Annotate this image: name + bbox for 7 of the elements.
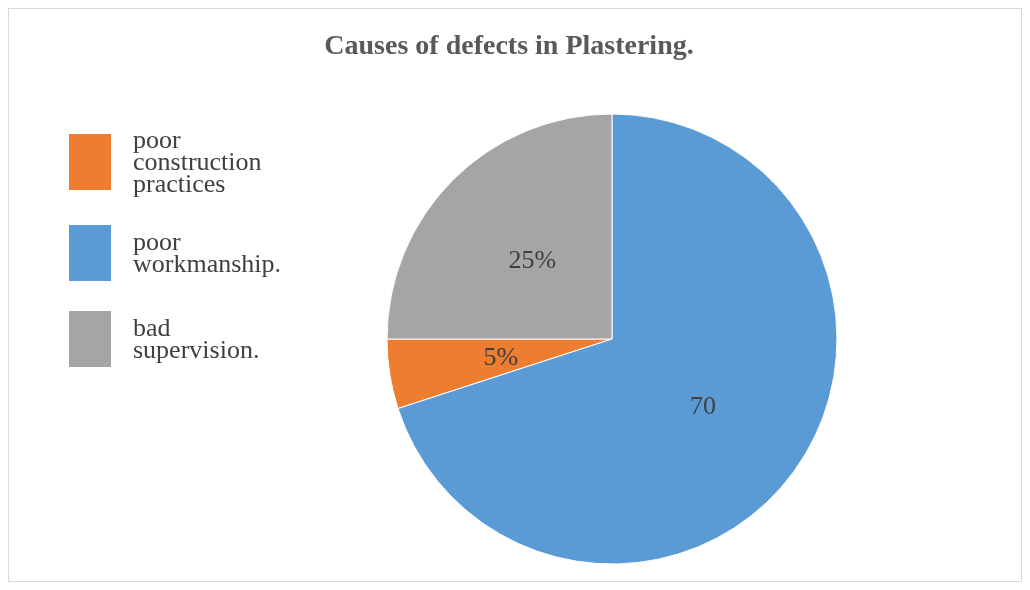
data-label: 5% — [483, 342, 519, 372]
data-label: 25% — [508, 244, 557, 274]
legend-label: poor construction practices — [133, 125, 263, 198]
chart-title: Causes of defects in Plastering. — [323, 29, 695, 61]
legend-label: poor workmanship. — [133, 227, 283, 278]
legend-label: bad supervision. — [133, 313, 261, 364]
data-label: 70 — [690, 390, 717, 420]
